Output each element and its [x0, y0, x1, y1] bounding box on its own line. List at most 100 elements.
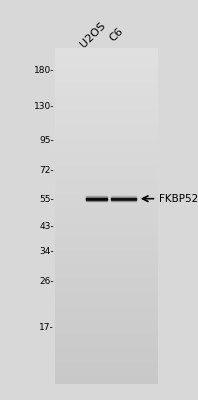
Bar: [55, 100, 158, 102]
Bar: [55, 330, 158, 332]
Bar: [55, 149, 158, 150]
Bar: [55, 268, 158, 270]
Bar: [55, 73, 158, 75]
Text: FKBP52: FKBP52: [159, 194, 198, 204]
Bar: [55, 350, 158, 352]
Bar: [55, 376, 158, 377]
Bar: [55, 276, 158, 278]
Bar: [55, 231, 158, 233]
Bar: [55, 347, 158, 349]
Bar: [55, 233, 158, 234]
Bar: [55, 364, 158, 366]
Bar: [55, 157, 158, 159]
Bar: [55, 266, 158, 268]
Bar: [55, 381, 158, 382]
Bar: [55, 112, 158, 114]
Bar: [55, 270, 158, 272]
Bar: [55, 156, 158, 157]
Bar: [55, 189, 158, 191]
Bar: [55, 92, 158, 93]
Bar: [55, 290, 158, 292]
Bar: [55, 75, 158, 76]
Bar: [55, 226, 158, 228]
Bar: [55, 218, 158, 219]
Bar: [55, 164, 158, 166]
Bar: [55, 147, 158, 149]
Bar: [55, 335, 158, 337]
Bar: [55, 362, 158, 364]
Bar: [55, 248, 158, 250]
Bar: [55, 250, 158, 251]
Bar: [55, 317, 158, 318]
Bar: [55, 369, 158, 370]
Bar: [55, 117, 158, 118]
Bar: [55, 166, 158, 167]
Bar: [55, 95, 158, 97]
Bar: [55, 216, 158, 218]
Bar: [55, 66, 158, 68]
Bar: [55, 305, 158, 307]
Bar: [55, 253, 158, 255]
Bar: [55, 312, 158, 314]
Bar: [55, 278, 158, 280]
Bar: [55, 258, 158, 260]
Bar: [55, 179, 158, 181]
Bar: [55, 82, 158, 83]
Bar: [55, 322, 158, 324]
Bar: [55, 90, 158, 92]
Bar: [55, 174, 158, 176]
Bar: [55, 142, 158, 144]
Bar: [55, 297, 158, 298]
Bar: [55, 221, 158, 223]
Bar: [55, 255, 158, 256]
Bar: [55, 261, 158, 263]
Bar: [55, 272, 158, 273]
Bar: [55, 275, 158, 276]
Bar: [55, 332, 158, 334]
Bar: [55, 160, 158, 162]
Bar: [55, 320, 158, 322]
Bar: [55, 334, 158, 335]
Bar: [55, 184, 158, 186]
Bar: [55, 70, 158, 72]
Bar: [55, 188, 158, 189]
Bar: [55, 340, 158, 342]
Bar: [55, 88, 158, 90]
Bar: [55, 236, 158, 238]
Bar: [55, 167, 158, 169]
Bar: [55, 314, 158, 315]
Bar: [55, 339, 158, 340]
Bar: [55, 298, 158, 300]
Bar: [55, 127, 158, 129]
Bar: [55, 238, 158, 240]
Bar: [55, 342, 158, 344]
Bar: [55, 51, 158, 53]
Bar: [55, 295, 158, 297]
Bar: [55, 97, 158, 98]
Bar: [55, 367, 158, 369]
Bar: [55, 310, 158, 312]
Bar: [55, 192, 158, 194]
Bar: [55, 302, 158, 303]
Bar: [55, 118, 158, 120]
Bar: [55, 199, 158, 201]
Bar: [55, 344, 158, 345]
Bar: [55, 198, 158, 199]
Bar: [55, 169, 158, 171]
Bar: [55, 104, 158, 105]
Bar: [55, 214, 158, 216]
Bar: [55, 176, 158, 177]
Bar: [55, 204, 158, 206]
Bar: [55, 105, 158, 107]
Bar: [55, 181, 158, 182]
Bar: [55, 93, 158, 95]
Bar: [55, 280, 158, 282]
Bar: [55, 292, 158, 293]
Bar: [55, 78, 158, 80]
Bar: [55, 345, 158, 347]
Bar: [55, 263, 158, 265]
Bar: [55, 102, 158, 104]
Bar: [55, 286, 158, 288]
Bar: [55, 80, 158, 82]
Bar: [55, 129, 158, 130]
